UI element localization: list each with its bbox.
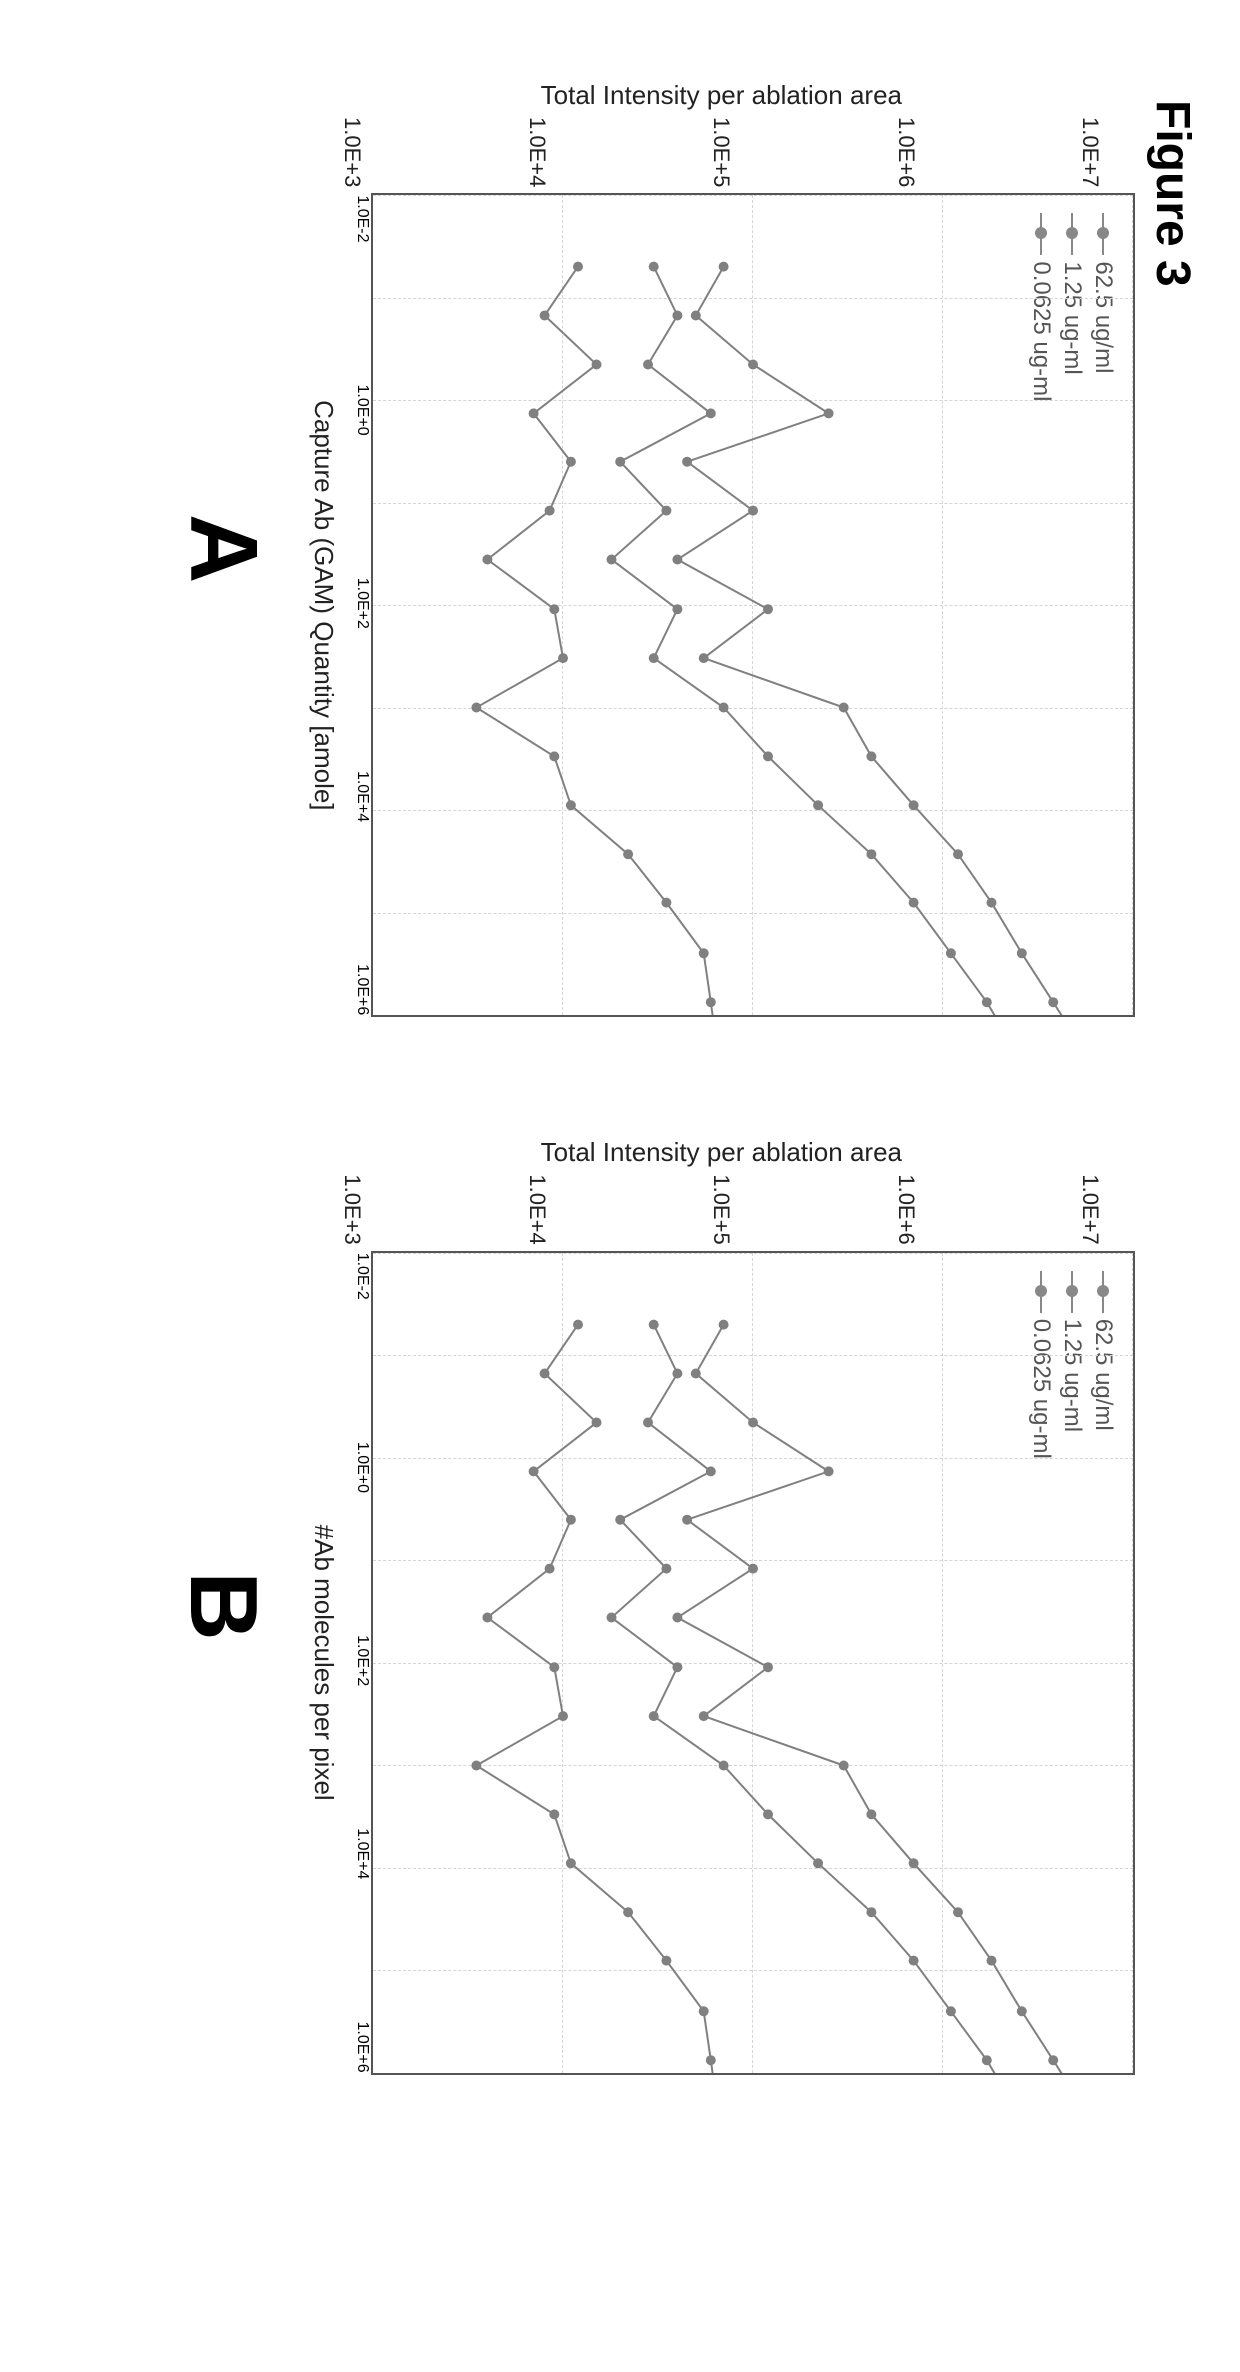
panel-b-yticks: 1.0E+7 1.0E+6 1.0E+5 1.0E+4 1.0E+3 bbox=[342, 1174, 1102, 1244]
ytick: 1.0E+7 bbox=[1080, 1174, 1102, 1244]
panel-b-ylabel: Total Intensity per ablation area bbox=[541, 1137, 902, 1168]
panel-a-xticks: 1.0E-2 1.0E+0 1.0E+2 1.0E+4 1.0E+6 bbox=[353, 195, 371, 1015]
xtick: 1.0E+6 bbox=[353, 2021, 371, 2072]
panel-b-letter: B bbox=[168, 1571, 278, 1640]
panel-b-xlabel: #Ab molecules per pixel bbox=[308, 1253, 339, 2073]
ytick: 1.0E+3 bbox=[342, 117, 364, 187]
xtick: 1.0E-2 bbox=[353, 1253, 371, 1300]
xtick: 1.0E+0 bbox=[353, 385, 371, 436]
ytick: 1.0E+6 bbox=[895, 117, 917, 187]
panel-a-yticks: 1.0E+7 1.0E+6 1.0E+5 1.0E+4 1.0E+3 bbox=[342, 117, 1102, 187]
panel-b-plot: 62.5 ug/ml 1.25 ug-ml 0.0625 ug-ml bbox=[371, 1251, 1135, 2075]
ytick: 1.0E+7 bbox=[1080, 117, 1102, 187]
figure-title: Figure 3 bbox=[1145, 100, 1200, 2332]
ytick: 1.0E+5 bbox=[711, 1174, 733, 1244]
xtick: 1.0E+6 bbox=[353, 964, 371, 1015]
ytick: 1.0E+3 bbox=[342, 1174, 364, 1244]
panel-b: Total Intensity per ablation area 1.0E+7… bbox=[168, 1137, 1135, 2074]
ytick: 1.0E+5 bbox=[711, 117, 733, 187]
panel-a-ylabel: Total Intensity per ablation area bbox=[541, 80, 902, 111]
panel-b-xticks: 1.0E-2 1.0E+0 1.0E+2 1.0E+4 1.0E+6 bbox=[353, 1253, 371, 2073]
xtick: 1.0E+2 bbox=[353, 1635, 371, 1686]
xtick: 1.0E-2 bbox=[353, 195, 371, 242]
xtick: 1.0E+0 bbox=[353, 1442, 371, 1493]
panel-a-xlabel: Capture Ab (GAM) Quantity [amole] bbox=[308, 195, 339, 1015]
xtick: 1.0E+2 bbox=[353, 578, 371, 629]
panel-a-plot: 62.5 ug/ml 1.25 ug-ml 0.0625 ug-ml bbox=[371, 193, 1135, 1017]
page: Figure 3 Total Intensity per ablation ar… bbox=[0, 0, 1240, 2372]
xtick: 1.0E+4 bbox=[353, 771, 371, 822]
figure-stage: Figure 3 Total Intensity per ablation ar… bbox=[0, 0, 1240, 2372]
xtick: 1.0E+4 bbox=[353, 1828, 371, 1879]
panel-a-letter: A bbox=[168, 514, 278, 583]
panels-row: Total Intensity per ablation area 1.0E+7… bbox=[168, 40, 1135, 2332]
ytick: 1.0E+4 bbox=[526, 117, 548, 187]
panel-a: Total Intensity per ablation area 1.0E+7… bbox=[168, 80, 1135, 1017]
ytick: 1.0E+4 bbox=[526, 1174, 548, 1244]
ytick: 1.0E+6 bbox=[895, 1174, 917, 1244]
